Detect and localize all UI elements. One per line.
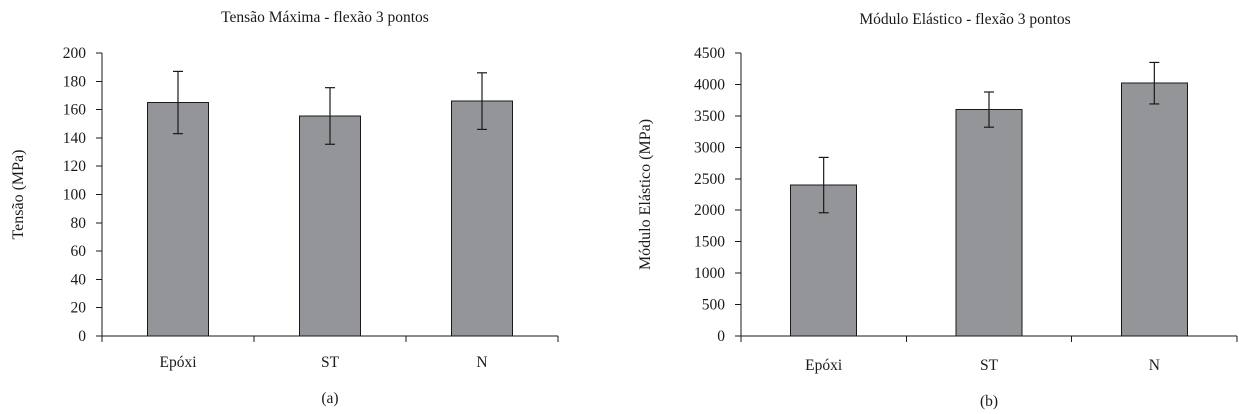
x-tick-label: ST — [321, 354, 340, 371]
y-tick-label: 4000 — [694, 76, 725, 93]
y-tick-label: 20 — [71, 300, 87, 317]
y-tick-label: 120 — [63, 158, 87, 175]
bar-ep-xi — [147, 102, 209, 337]
x-tick-label: N — [476, 354, 487, 371]
y-tick-label: 80 — [71, 215, 87, 232]
y-tick-label: 40 — [71, 271, 87, 288]
y-tick-label: 500 — [702, 297, 726, 314]
chart-title: Tensão Máxima - flexão 3 pontos — [221, 9, 429, 26]
y-axis-label: Módulo Elástico (MPa) — [637, 119, 654, 270]
y-tick-label: 160 — [63, 102, 87, 119]
figure-caption: (b) — [980, 393, 998, 410]
y-tick-label: 3500 — [694, 108, 725, 125]
y-tick-label: 100 — [63, 187, 87, 204]
y-tick-label: 0 — [717, 328, 725, 345]
y-tick-label: 180 — [63, 73, 87, 90]
y-tick-label: 200 — [63, 45, 87, 62]
x-tick-label: Epóxi — [805, 357, 843, 374]
y-tick-label: 4500 — [694, 45, 725, 62]
x-tick-label: ST — [980, 357, 999, 374]
bar-n — [1120, 82, 1188, 337]
y-tick-label: 3000 — [694, 139, 725, 156]
y-tick-label: 2500 — [694, 171, 725, 188]
y-tick-label: 60 — [71, 243, 87, 260]
x-tick-label: Epóxi — [159, 354, 197, 371]
bar-n — [451, 100, 513, 337]
y-tick-label: 1000 — [694, 265, 725, 282]
figure-caption: (a) — [321, 390, 338, 407]
y-tick-label: 2000 — [694, 202, 725, 219]
y-tick-label: 1500 — [694, 234, 725, 251]
y-tick-label: 0 — [78, 328, 86, 345]
bar-st — [955, 109, 1023, 337]
chart-title: Módulo Elástico - flexão 3 pontos — [859, 11, 1070, 28]
bar-st — [299, 115, 361, 337]
x-tick-label: N — [1149, 357, 1160, 374]
y-axis-label: Tensão (MPa) — [10, 150, 27, 240]
y-tick-label: 140 — [63, 130, 87, 147]
